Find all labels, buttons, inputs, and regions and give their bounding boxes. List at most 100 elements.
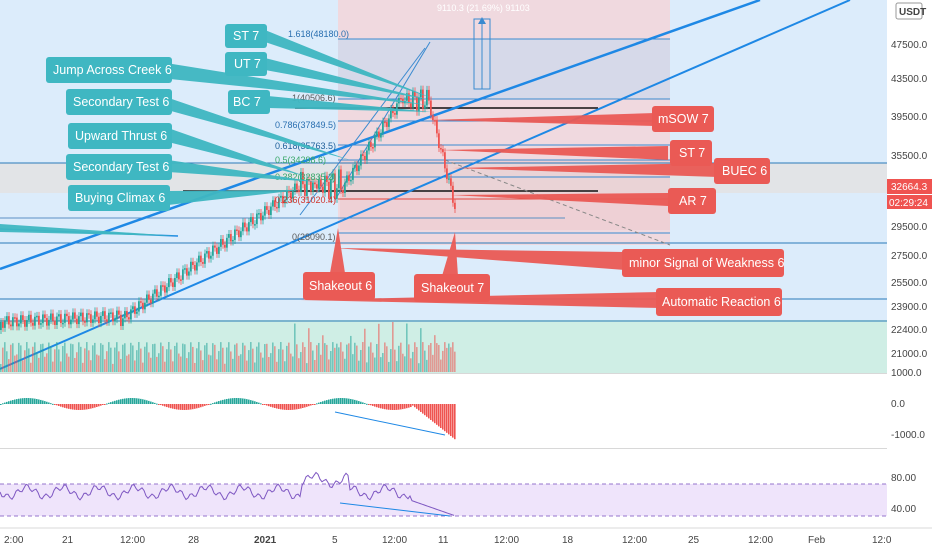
volume-bar: [438, 344, 440, 372]
candle-body: [98, 316, 100, 324]
label-secondary-test-upper[interactable]: Secondary Test 6: [66, 89, 172, 115]
macd-bar: [308, 404, 310, 407]
last-price-tag: [887, 179, 932, 194]
label-secondary-test-lower[interactable]: Secondary Test 6: [66, 154, 172, 180]
volume-bar: [42, 343, 44, 372]
candle-body: [302, 171, 304, 185]
label-upward-thrust[interactable]: Upward Thrust 6: [68, 123, 172, 149]
label-st7-left[interactable]: ST 7: [225, 24, 267, 48]
macd-bar: [232, 398, 234, 404]
macd-bar: [280, 404, 282, 410]
candle-body: [392, 109, 394, 114]
macd-bar: [422, 404, 424, 414]
volume-bar: [398, 345, 400, 372]
candle-body: [134, 306, 136, 314]
candle-body: [434, 120, 436, 122]
time-tick: 25: [688, 535, 700, 546]
rsi-band: [0, 484, 887, 516]
candle-body: [0, 322, 2, 330]
candle-body: [44, 314, 46, 319]
volume-bar: [202, 360, 204, 372]
macd-histogram: [0, 398, 456, 440]
volume-bar: [302, 342, 304, 372]
macd-bar: [416, 404, 418, 409]
label-shakeout6[interactable]: Shakeout 6: [303, 272, 375, 300]
macd-bar: [352, 399, 354, 404]
candle-body: [112, 312, 114, 322]
volume-bar: [188, 352, 190, 372]
volume-bar: [348, 343, 350, 372]
candle-body: [314, 182, 316, 185]
macd-bar: [320, 401, 322, 404]
volume-bar: [334, 347, 336, 372]
label-buec6[interactable]: BUEC 6: [714, 158, 770, 184]
candle-body: [160, 285, 162, 296]
label-ut7[interactable]: UT 7: [225, 52, 267, 76]
candle-body: [246, 227, 248, 232]
range-measure-text: 9110.3 (21.69%) 91103: [437, 3, 530, 13]
candle-body: [294, 183, 296, 191]
macd-bar: [312, 404, 314, 405]
label-st7-right[interactable]: ST 7: [670, 140, 712, 166]
price-tick: 39500.0: [891, 112, 928, 123]
candle-body: [448, 178, 450, 180]
pane-divider-macd: [0, 373, 887, 374]
price-axis[interactable]: [887, 0, 932, 530]
volume-bar: [102, 344, 104, 372]
candle-body: [194, 265, 196, 271]
macd-bar: [384, 404, 386, 410]
label-minor-sow[interactable]: minor Signal of Weakness 6: [622, 249, 784, 277]
candle-body: [188, 271, 190, 276]
candle-body: [2, 322, 4, 328]
macd-bar: [334, 398, 336, 404]
candle-body: [198, 255, 200, 263]
label-automatic-reaction[interactable]: Automatic Reaction 6: [656, 288, 782, 316]
volume-bar: [320, 354, 322, 372]
volume-bar: [88, 350, 90, 372]
candle-body: [452, 185, 454, 203]
candle-body: [254, 224, 256, 226]
macd-bar: [210, 403, 212, 405]
candle-body: [22, 315, 24, 321]
volume-bar: [250, 342, 252, 372]
label-jump-across-creek[interactable]: Jump Across Creek 6: [46, 57, 172, 83]
candle-body: [270, 206, 272, 215]
label-bc7[interactable]: BC 7: [228, 90, 270, 114]
volume-bar: [12, 343, 14, 372]
currency-badge[interactable]: [895, 2, 923, 20]
fib-label-0236: 0.236(31020.4): [275, 195, 336, 205]
price-tick: 43500.0: [891, 74, 928, 85]
candle-body: [284, 199, 286, 204]
candle-body: [42, 314, 44, 324]
volume-bar: [376, 344, 378, 372]
candle-body: [20, 315, 22, 324]
label-msow7[interactable]: mSOW 7: [652, 106, 714, 132]
volume-bar: [0, 364, 2, 372]
macd-bar: [122, 398, 124, 404]
macd-bar: [226, 398, 228, 404]
macd-bar: [56, 404, 58, 406]
candle-body: [388, 118, 390, 127]
macd-bar: [184, 404, 186, 410]
candle-body: [304, 184, 306, 196]
macd-bar: [166, 404, 168, 408]
candle-body: [24, 320, 26, 327]
macd-bar: [172, 404, 174, 409]
candle-body: [212, 245, 214, 256]
volume-bar: [366, 362, 368, 372]
label-shakeout7[interactable]: Shakeout 7: [414, 274, 490, 302]
volume-bar: [96, 354, 98, 372]
candle-body: [190, 261, 192, 272]
candle-body: [114, 319, 116, 322]
macd-bar: [74, 404, 76, 410]
time-axis[interactable]: [0, 528, 932, 550]
candle-body: [454, 202, 456, 209]
candle-body: [126, 311, 128, 318]
macd-bar: [88, 404, 90, 410]
macd-bar: [382, 404, 384, 409]
volume-bar: [142, 362, 144, 372]
label-ar7[interactable]: AR 7: [668, 188, 716, 214]
label-buying-climax[interactable]: Buying Climax 6: [68, 185, 170, 211]
